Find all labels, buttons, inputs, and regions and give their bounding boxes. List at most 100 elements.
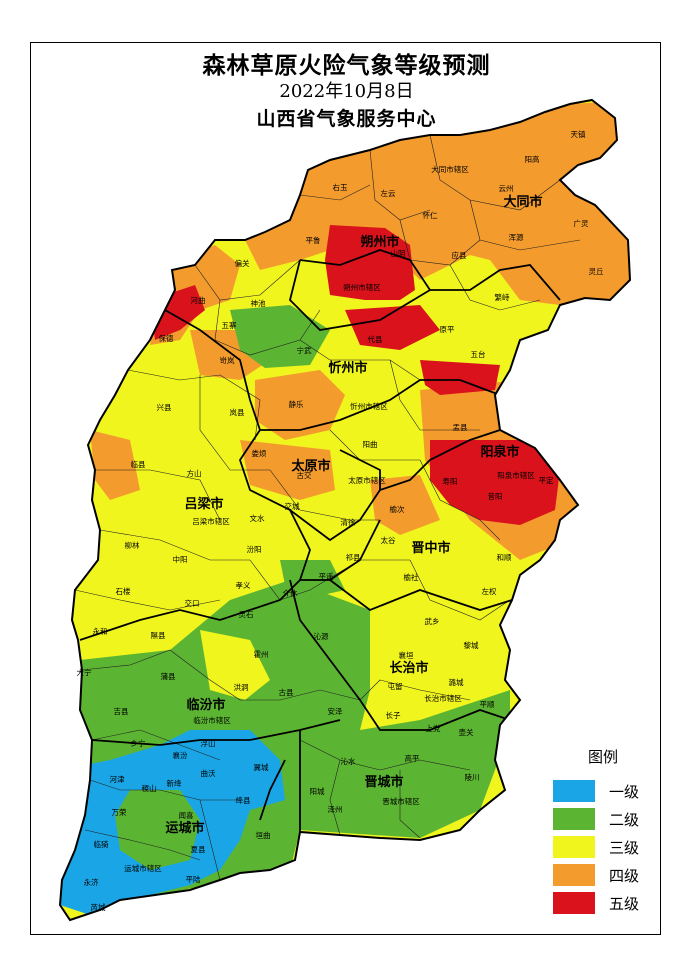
legend-swatch: [553, 892, 595, 914]
legend-label: 一级: [609, 782, 640, 801]
county-label: 新绛: [167, 778, 182, 788]
city-label: 吕梁市: [184, 496, 223, 512]
legend-item-1: 一级: [553, 777, 663, 805]
county-label: 黎城: [464, 640, 479, 650]
county-label: 沁源: [314, 631, 329, 641]
city-label: 晋城市: [364, 774, 403, 790]
county-label: 代县: [368, 334, 383, 344]
county-label: 乡宁: [131, 738, 146, 748]
county-label: 安泽: [328, 706, 343, 716]
county-label: 灵丘: [589, 267, 604, 276]
county-label: 交城: [285, 501, 300, 511]
county-label: 保德: [159, 333, 174, 343]
county-label: 永济: [84, 877, 99, 887]
county-label: 神池: [251, 298, 266, 308]
county-label: 静乐: [289, 399, 304, 409]
county-label: 绛县: [236, 795, 251, 805]
county-label: 泽州: [328, 805, 343, 814]
city-label: 阳泉市: [480, 444, 519, 460]
level-5-shuozhou: [325, 225, 415, 300]
county-label: 屯留: [388, 681, 403, 691]
county-label: 翼城: [254, 763, 269, 772]
county-label: 阳泉市辖区: [497, 470, 535, 480]
level-4-xing: [90, 430, 140, 500]
legend-item-2: 二级: [553, 805, 663, 833]
level-5-yangquan: [430, 440, 560, 525]
county-label: 中阳: [173, 554, 188, 564]
county-label: 五台: [471, 349, 486, 359]
county-label: 古县: [279, 687, 294, 697]
county-label: 汾阳: [247, 545, 262, 554]
county-label: 大同市辖区: [431, 164, 469, 174]
county-label: 繁峙: [495, 292, 510, 302]
county-label: 吕梁市辖区: [192, 516, 230, 526]
county-label: 右玉: [333, 182, 348, 192]
city-label: 临汾市: [186, 697, 225, 713]
level-4-taiyuan: [240, 440, 335, 500]
county-label: 云州: [499, 184, 514, 193]
legend-swatch: [553, 864, 595, 886]
legend-item-5: 五级: [553, 889, 663, 917]
county-label: 长治市辖区: [424, 693, 462, 703]
county-label: 临县: [131, 459, 146, 469]
county-label: 高平: [405, 753, 420, 763]
county-label: 万荣: [112, 807, 127, 817]
level-4-jingle: [255, 370, 345, 440]
county-label: 陵川: [465, 773, 480, 782]
county-label: 壶关: [459, 727, 474, 737]
county-label: 盂县: [453, 423, 468, 432]
county-label: 榆社: [404, 572, 419, 582]
county-label: 原平: [440, 325, 455, 334]
county-label: 昔阳: [488, 492, 503, 501]
county-label: 大宁: [77, 667, 92, 677]
county-label: 阳城: [310, 787, 325, 796]
city-label: 太原市: [290, 458, 330, 474]
county-label: 潞城: [449, 677, 464, 687]
county-label: 永和: [93, 626, 108, 636]
county-label: 寿阳: [443, 476, 458, 486]
county-label: 晋城市辖区: [382, 796, 420, 806]
county-label: 忻州市辖区: [350, 401, 388, 411]
county-label: 武乡: [425, 616, 440, 626]
county-label: 祁县: [346, 552, 361, 562]
county-label: 娄烦: [252, 448, 267, 458]
level-3-changzhi: [370, 600, 500, 715]
county-label: 沁水: [341, 756, 356, 766]
county-label: 方山: [187, 468, 202, 478]
legend-swatch: [553, 836, 595, 858]
county-label: 霍州: [254, 650, 269, 659]
county-label: 临汾市辖区: [193, 715, 231, 725]
county-label: 广灵: [574, 218, 589, 228]
county-label: 阳曲: [363, 439, 378, 449]
level-5-wutai: [420, 360, 500, 395]
legend-swatch: [553, 808, 595, 830]
county-label: 浮山: [201, 738, 216, 748]
county-label: 岢岚: [220, 356, 235, 365]
level-2-ningwu: [230, 305, 330, 368]
county-label: 灵石: [239, 610, 254, 619]
county-label: 岚县: [230, 408, 245, 417]
county-label: 垣曲: [256, 830, 271, 840]
county-label: 平陆: [186, 874, 201, 884]
county-label: 文水: [250, 513, 265, 523]
county-label: 平定: [539, 475, 554, 485]
map-frame: [30, 42, 661, 935]
city-label: 朔州市: [360, 234, 399, 250]
legend-item-4: 四级: [553, 861, 663, 889]
map-title: 森林草原火险气象等级预测: [202, 52, 491, 79]
county-label: 石楼: [116, 586, 131, 596]
legend: 图例 一级 二级 三级 四级 五级: [553, 746, 663, 917]
legend-title: 图例: [587, 748, 618, 766]
county-label: 阳高: [525, 154, 540, 164]
county-label: 上党: [426, 723, 441, 733]
city-label: 运城市: [165, 820, 204, 836]
county-label: 和顺: [497, 553, 512, 562]
county-label: 榆次: [390, 504, 405, 514]
county-label: 应县: [452, 250, 467, 260]
county-label: 浑源: [509, 233, 524, 242]
city-label: 大同市: [503, 194, 542, 210]
county-label: 临猗: [94, 839, 109, 849]
county-label: 介休: [283, 588, 298, 598]
